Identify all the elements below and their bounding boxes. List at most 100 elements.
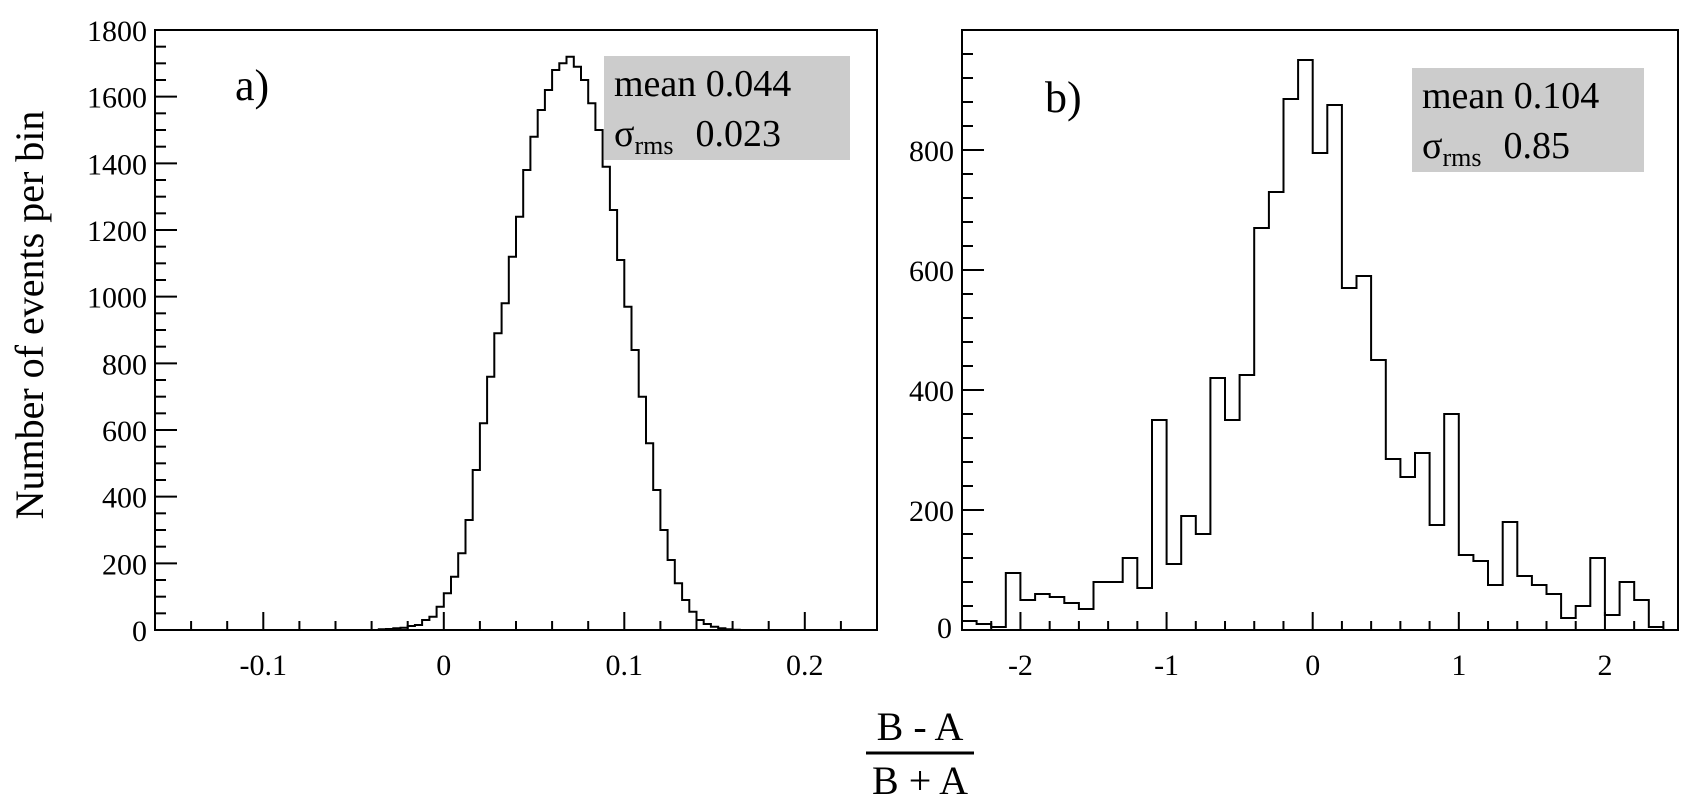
histogram-bar bbox=[1415, 453, 1430, 630]
x-axis-label-numerator: B - A bbox=[877, 704, 964, 749]
histogram-bar bbox=[444, 593, 451, 630]
histogram-bar bbox=[429, 617, 436, 630]
histogram-bar bbox=[458, 553, 465, 630]
histogram-bar bbox=[1517, 576, 1532, 630]
histogram-bar bbox=[682, 600, 689, 630]
histogram-bar bbox=[1123, 558, 1138, 630]
y-tick-label: 600 bbox=[909, 255, 954, 288]
histogram-bar bbox=[1459, 555, 1474, 630]
histogram-bar bbox=[697, 620, 704, 630]
histogram-bar bbox=[581, 80, 588, 630]
histogram-bar bbox=[1532, 585, 1547, 630]
y-tick-label: 1000 bbox=[87, 282, 147, 315]
y-tick-label: 200 bbox=[909, 495, 954, 528]
histogram-bar bbox=[1283, 99, 1298, 630]
histogram-bar bbox=[689, 612, 696, 630]
histogram-bar bbox=[1137, 588, 1152, 630]
stats-mean: mean 0.044 bbox=[614, 63, 791, 105]
histogram-bar bbox=[530, 137, 537, 630]
histogram-bar bbox=[1313, 153, 1328, 630]
histogram-bar bbox=[465, 520, 472, 630]
histogram-bar bbox=[675, 583, 682, 630]
x-tick-label: 0 bbox=[436, 649, 451, 682]
histogram-bar bbox=[538, 110, 545, 630]
x-tick-label: 0 bbox=[1305, 649, 1320, 682]
histogram-bar bbox=[632, 350, 639, 630]
histogram-bar bbox=[516, 217, 523, 630]
histogram-bar bbox=[480, 423, 487, 630]
histogram-bar bbox=[1108, 582, 1123, 630]
x-tick-label: 2 bbox=[1597, 649, 1612, 682]
histogram-bar bbox=[1342, 288, 1357, 630]
y-tick-label: 1400 bbox=[87, 148, 147, 181]
panel-label: a) bbox=[235, 61, 269, 110]
y-tick-label: 1600 bbox=[87, 82, 147, 115]
y-tick-label: 400 bbox=[909, 375, 954, 408]
y-tick-label: 400 bbox=[102, 482, 147, 515]
histogram-bar bbox=[1327, 105, 1342, 630]
histogram-bar bbox=[617, 260, 624, 630]
histogram-bar bbox=[603, 167, 610, 630]
y-tick-label: 0 bbox=[132, 615, 147, 648]
x-tick-label: 0.2 bbox=[786, 649, 824, 682]
histogram-bar bbox=[1196, 534, 1211, 630]
histogram-bar bbox=[1561, 618, 1576, 630]
histogram-bar bbox=[1035, 594, 1050, 630]
histogram-bar bbox=[1386, 459, 1401, 630]
histogram-bar bbox=[1488, 585, 1503, 630]
panel-a: -0.1 0 0.1 0.2 0 200 400 600 800 1000 1200 1400 1600… bbox=[87, 15, 877, 682]
histogram-bar bbox=[567, 57, 574, 630]
histogram-bar bbox=[610, 210, 617, 630]
histogram-bar bbox=[1576, 606, 1591, 630]
histogram-bar bbox=[1181, 516, 1196, 630]
histogram-bar bbox=[962, 621, 977, 630]
histogram-bar bbox=[646, 443, 653, 630]
histogram-bar bbox=[588, 103, 595, 630]
x-tick-label: 1 bbox=[1451, 649, 1466, 682]
x-axis-ticks: -0.1 0 0.1 0.2 bbox=[155, 612, 877, 682]
y-axis-label: Number of events per bin bbox=[7, 111, 52, 520]
histogram-bar bbox=[1240, 375, 1255, 630]
histogram-bar bbox=[1620, 582, 1635, 630]
y-tick-label: 0 bbox=[937, 612, 952, 645]
histogram-bar bbox=[653, 490, 660, 630]
histogram-bar bbox=[624, 307, 631, 630]
histogram-bar bbox=[1590, 558, 1605, 630]
y-tick-label: 600 bbox=[102, 415, 147, 448]
histogram-bar bbox=[422, 620, 429, 630]
histogram-bar bbox=[1225, 420, 1240, 630]
histogram-bar bbox=[1357, 276, 1372, 630]
y-tick-label: 1800 bbox=[87, 15, 147, 48]
histogram-bar bbox=[1634, 600, 1649, 630]
histogram-bar bbox=[552, 70, 559, 630]
histogram-bar bbox=[487, 377, 494, 630]
histogram-bar bbox=[523, 170, 530, 630]
histogram-bar bbox=[1473, 561, 1488, 630]
x-tick-label: -2 bbox=[1008, 649, 1033, 682]
y-tick-label: 200 bbox=[102, 548, 147, 581]
x-tick-label: -0.1 bbox=[240, 649, 288, 682]
histogram-bar bbox=[660, 530, 667, 630]
x-axis-ticks: -2 -1 0 1 2 bbox=[991, 612, 1663, 682]
x-axis-label-denominator: B + A bbox=[872, 758, 968, 802]
histogram-bar bbox=[1152, 420, 1167, 630]
histogram-bar bbox=[1064, 603, 1079, 630]
y-tick-label: 800 bbox=[102, 348, 147, 381]
histogram-bar bbox=[639, 397, 646, 630]
histogram-bar bbox=[1210, 378, 1225, 630]
histogram-bar bbox=[1605, 615, 1620, 630]
histogram-bar bbox=[1371, 360, 1386, 630]
histogram-bar bbox=[545, 90, 552, 630]
x-tick-label: 0.1 bbox=[606, 649, 644, 682]
histogram-bar bbox=[574, 67, 581, 630]
histogram-bar bbox=[1079, 609, 1094, 630]
histogram-bar bbox=[668, 560, 675, 630]
y-tick-label: 1200 bbox=[87, 215, 147, 248]
histogram-bar bbox=[494, 333, 501, 630]
x-tick-label: -1 bbox=[1154, 649, 1179, 682]
